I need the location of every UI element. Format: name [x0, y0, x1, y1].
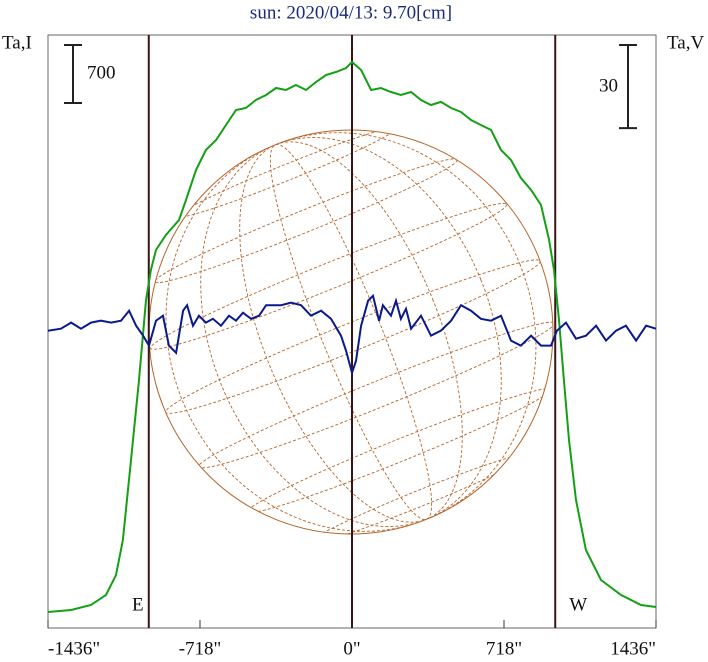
y2-axis-label: Ta,V: [667, 32, 704, 53]
scale-label: 700: [87, 62, 116, 83]
x-tick-label: 0": [343, 638, 360, 659]
chart-title: sun: 2020/04/13: 9.70[cm]: [250, 2, 452, 23]
x-tick-label: -1436": [48, 638, 100, 659]
x-tick-label: 718": [486, 638, 522, 659]
series-line: [47, 60, 657, 613]
scale-label: 30: [599, 75, 618, 96]
x-tick-label: 1436": [610, 638, 656, 659]
limb-label: W: [569, 594, 587, 615]
x-tick-label: -718": [179, 638, 222, 659]
limb-label: E: [132, 594, 144, 615]
series-line: [47, 293, 657, 377]
y-axis-label: Ta,I: [2, 32, 32, 53]
